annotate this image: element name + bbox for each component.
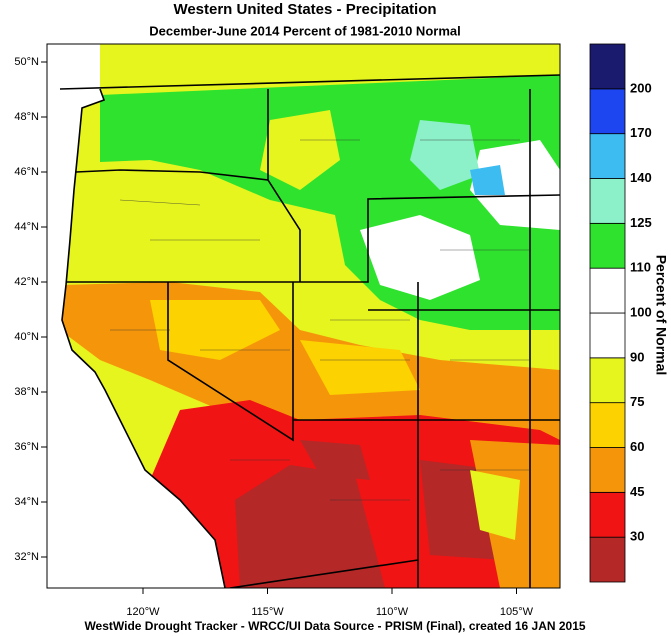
colorbar-label: 170 — [630, 125, 652, 140]
color-swatch — [589, 43, 626, 90]
color-swatch — [589, 88, 626, 135]
colorbar-label: 110 — [630, 260, 651, 275]
color-swatch — [589, 491, 626, 538]
colorbar-label: 45 — [630, 484, 644, 499]
lat-label: 40°N — [14, 331, 39, 343]
map-frame — [46, 43, 561, 589]
lat-label: 48°N — [14, 111, 39, 123]
color-swatch — [589, 536, 626, 583]
boundaries — [59, 74, 560, 588]
colorbar-label: 200 — [630, 80, 652, 95]
colorbar-label: 90 — [630, 349, 644, 364]
colorbar-title: Percent of Normal — [653, 255, 669, 376]
color-swatch — [589, 267, 626, 314]
lon-label: 115°W — [251, 606, 284, 618]
colorbar-label: 75 — [630, 394, 644, 409]
lat-label: 36°N — [14, 441, 39, 453]
color-swatch — [589, 357, 626, 404]
map — [47, 44, 560, 588]
color-swatch — [589, 133, 626, 179]
lon-label: 105°W — [500, 606, 534, 618]
colorbar-label: 30 — [630, 529, 644, 544]
lon-label: 110°W — [376, 606, 409, 618]
lon-label: 120°W — [126, 606, 160, 618]
color-swatch — [589, 312, 626, 359]
lat-label: 38°N — [14, 386, 39, 398]
lat-label: 44°N — [14, 221, 39, 233]
lat-label: 42°N — [14, 276, 39, 288]
footer: WestWide Drought Tracker - WRCC/UI Data … — [84, 619, 585, 633]
title: Western United States - Precipitation — [173, 1, 436, 18]
color-swatch — [589, 447, 626, 493]
lat-label: 32°N — [14, 551, 39, 563]
colorbar-label: 125 — [630, 215, 652, 230]
lat-label: 46°N — [14, 166, 39, 178]
color-swatch — [589, 402, 626, 448]
colorbar-label: 140 — [630, 170, 652, 185]
colorbar-label: 60 — [630, 439, 644, 454]
color-swatch — [589, 178, 626, 224]
lat-label: 34°N — [14, 496, 39, 508]
subtitle: December-June 2014 Percent of 1981-2010 … — [149, 23, 460, 38]
color-swatch — [589, 222, 626, 269]
lat-label: 50°N — [14, 56, 39, 68]
colorbar-label: 100 — [630, 304, 652, 319]
